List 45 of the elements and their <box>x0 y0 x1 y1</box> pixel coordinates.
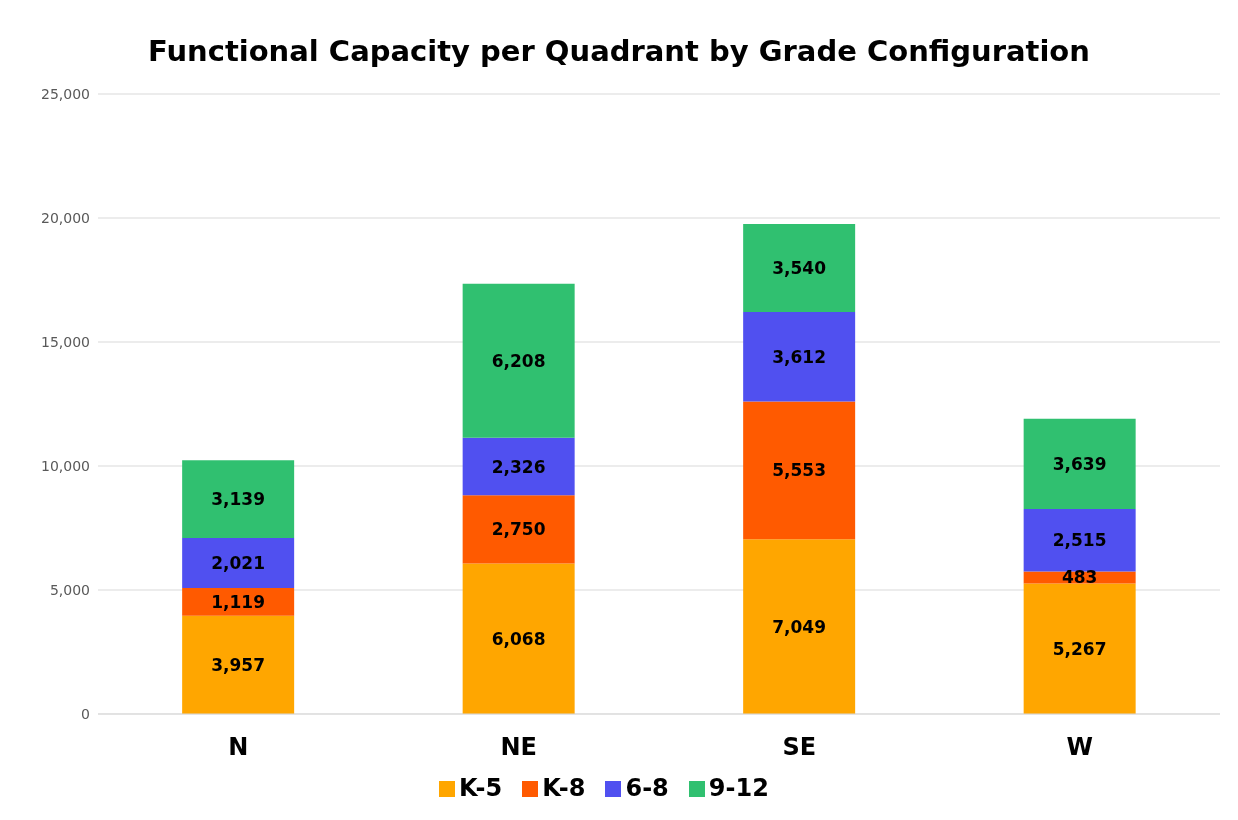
data-label: 3,612 <box>772 346 827 367</box>
data-label: 3,957 <box>211 654 266 675</box>
data-label: 2,515 <box>1052 530 1107 551</box>
legend-label: 9-12 <box>708 774 769 802</box>
bar <box>743 311 856 402</box>
y-tick-label: 25,000 <box>41 85 90 102</box>
bar <box>743 224 856 312</box>
data-label: 5,553 <box>772 460 827 481</box>
bar <box>462 437 575 496</box>
x-tick-label: NE <box>500 733 537 762</box>
x-tick-label: N <box>228 733 249 762</box>
bar <box>462 283 575 438</box>
data-label: 2,021 <box>211 553 266 574</box>
legend-label: 6-8 <box>625 774 669 802</box>
data-label: 6,208 <box>491 350 546 371</box>
bar <box>462 563 575 714</box>
data-label: 3,639 <box>1052 453 1107 474</box>
data-label: 5,267 <box>1052 638 1107 659</box>
data-label: 6,068 <box>491 628 546 649</box>
legend-label: K-8 <box>542 774 586 802</box>
bar <box>743 401 856 540</box>
x-tick-label: W <box>1066 733 1093 762</box>
data-label: 3,540 <box>772 258 827 279</box>
bar <box>182 615 295 714</box>
bar <box>1023 509 1136 572</box>
y-tick-label: 15,000 <box>41 333 90 350</box>
legend-label: K-5 <box>459 774 503 802</box>
data-label: 2,750 <box>491 519 546 540</box>
y-tick-label: 10,000 <box>41 457 90 474</box>
y-tick-label: 5,000 <box>49 581 90 598</box>
data-label: 2,326 <box>491 456 546 477</box>
bar <box>182 460 295 538</box>
bar <box>1023 418 1136 510</box>
bar <box>462 495 575 564</box>
data-label: 7,049 <box>772 616 827 637</box>
y-tick-label: 20,000 <box>41 209 90 226</box>
chart-title: Functional Capacity per Quadrant by Grade Configuration <box>147 33 1091 70</box>
x-tick-label: SE <box>782 733 817 762</box>
data-label: 3,139 <box>211 489 266 510</box>
bar <box>743 539 856 714</box>
data-label: 483 <box>1061 567 1098 588</box>
data-label: 1,119 <box>211 592 266 613</box>
bar <box>182 537 295 589</box>
bar <box>1023 583 1136 714</box>
y-tick-label: 0 <box>81 705 90 722</box>
